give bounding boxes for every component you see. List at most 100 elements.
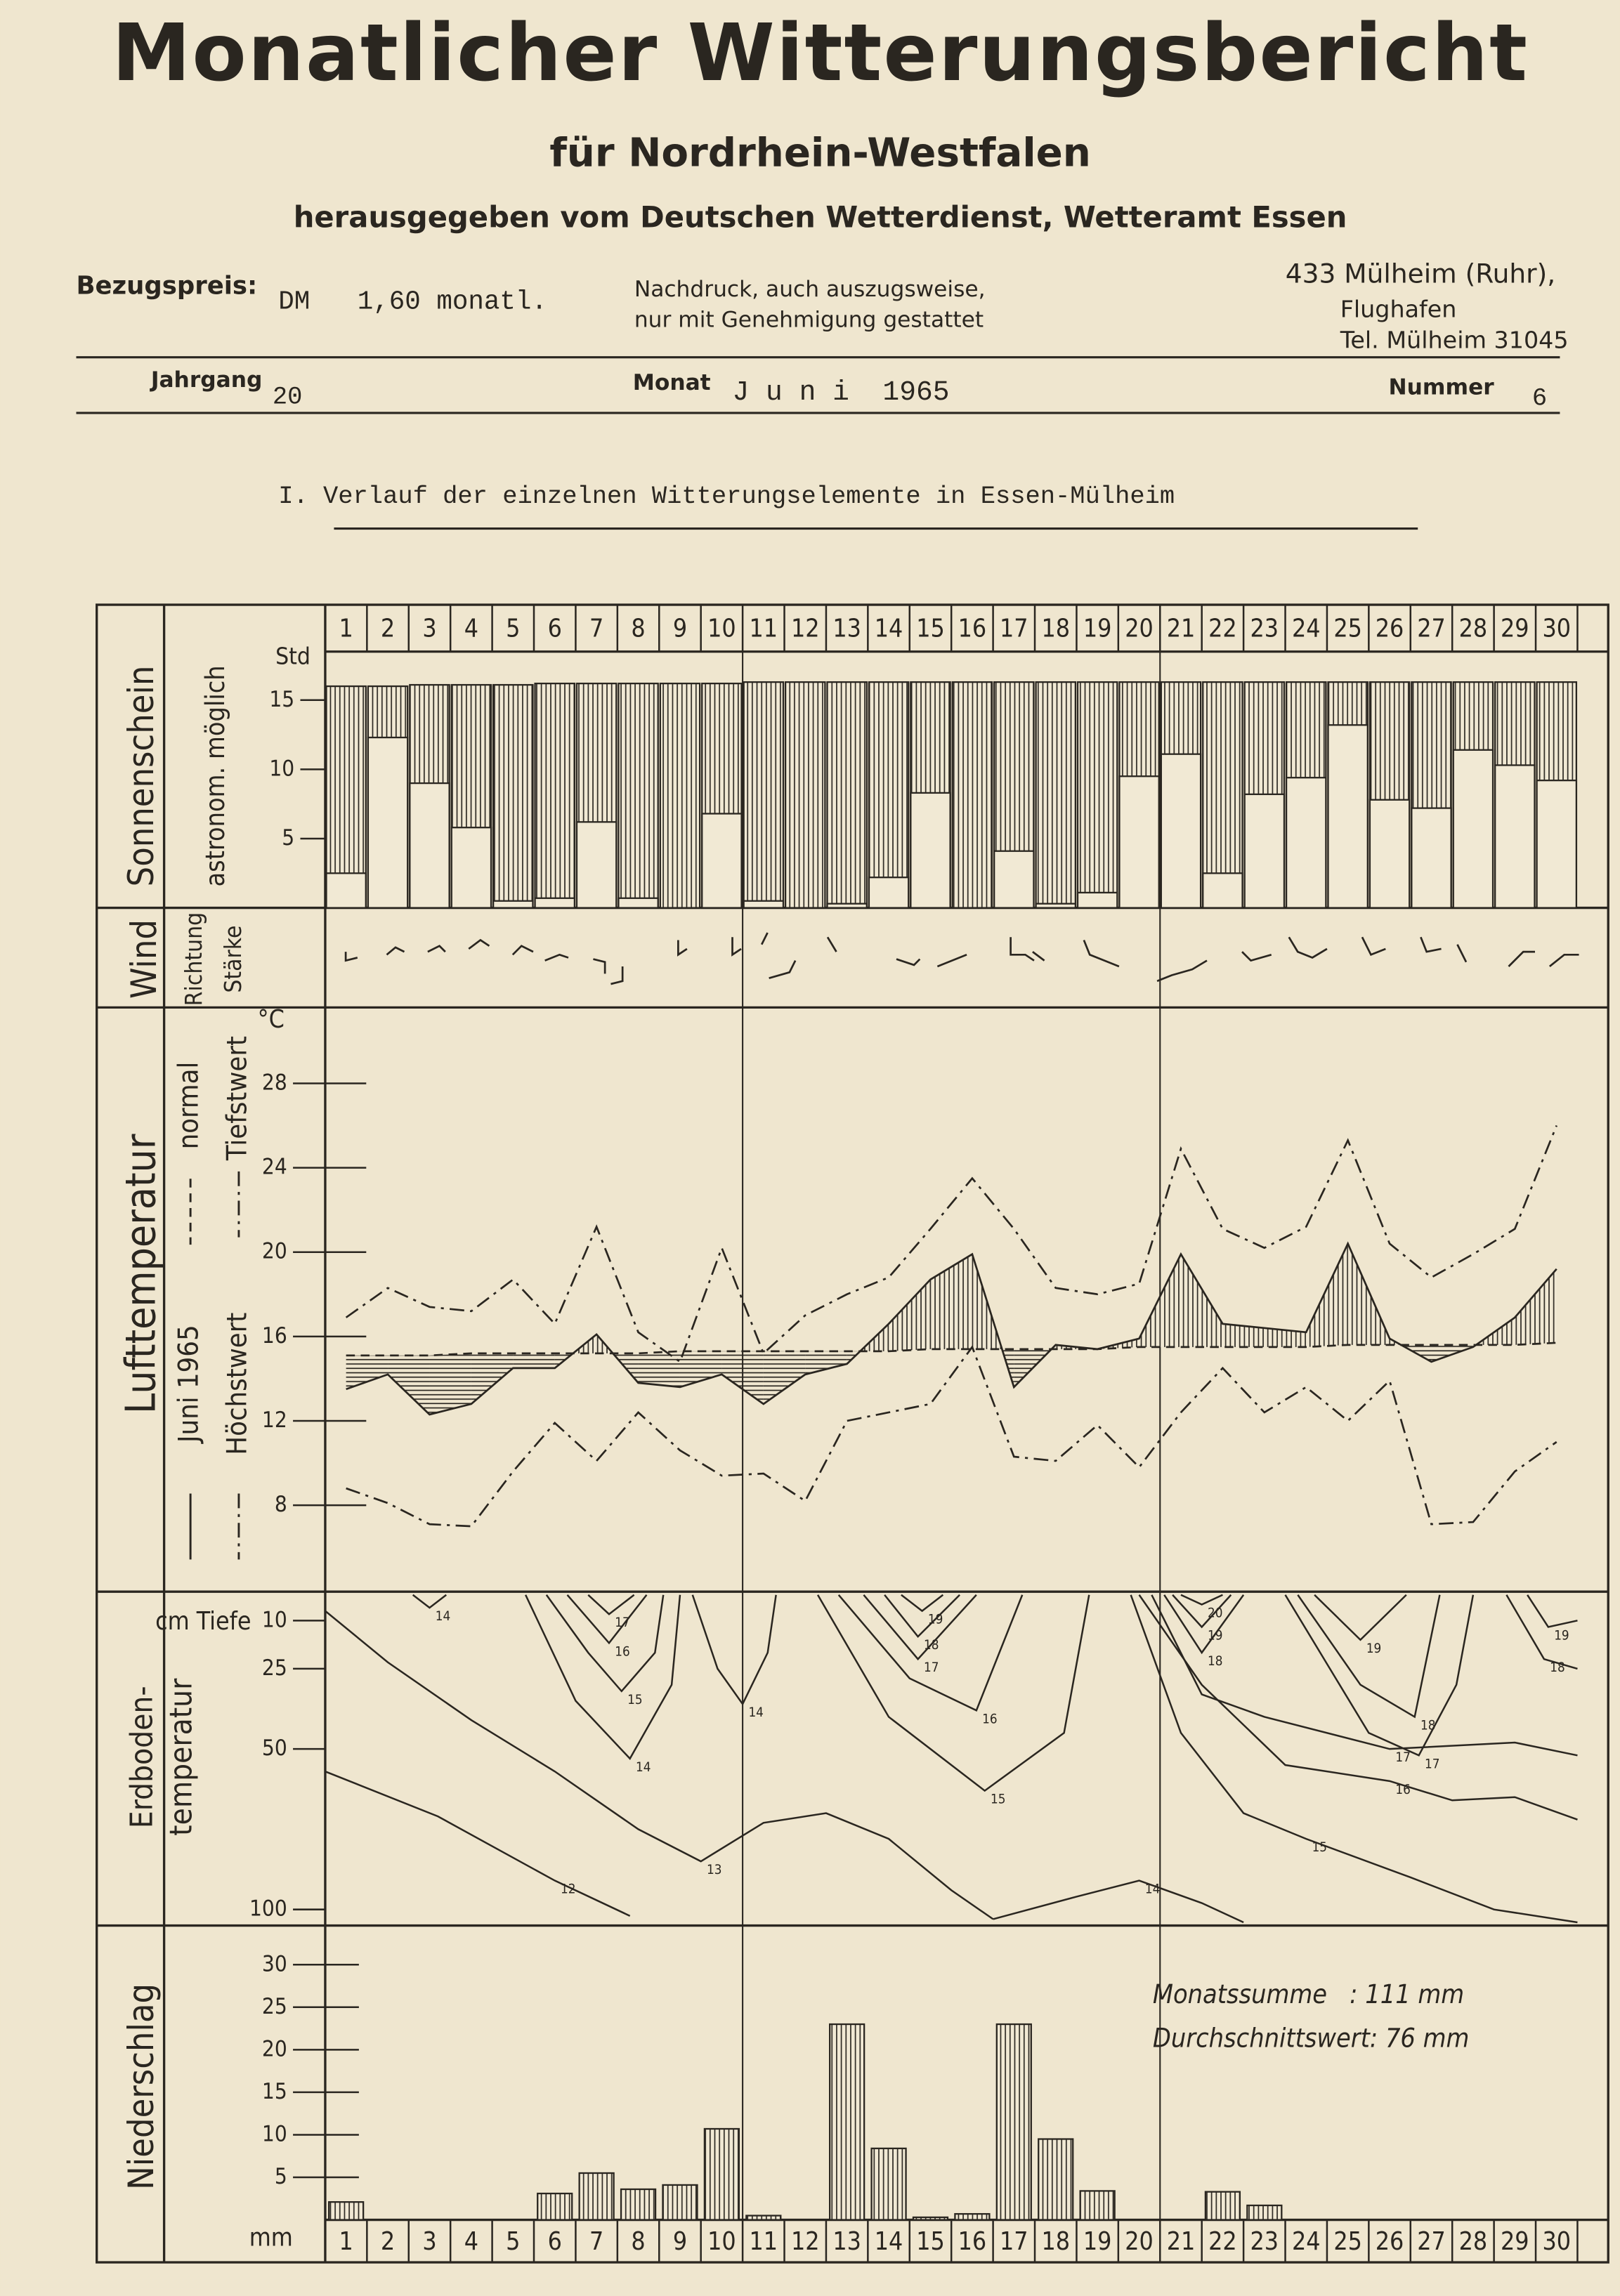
- day-label: 26: [1376, 614, 1404, 643]
- bar: [1368, 799, 1411, 909]
- day-label: 15: [916, 2227, 945, 2256]
- bar: [492, 683, 534, 909]
- day-label: 30: [1542, 2227, 1571, 2256]
- y-tick-label: 15: [269, 687, 294, 712]
- isoline-label: 14: [1145, 1882, 1160, 1897]
- y-tick-label: 20: [262, 2036, 287, 2061]
- isoline: [566, 1594, 648, 1645]
- y-tick-label: 5: [275, 2164, 287, 2189]
- y-tick-label: 100: [249, 1896, 287, 1922]
- day-label: 10: [707, 614, 736, 643]
- bar: [1160, 753, 1202, 909]
- isoline: [1180, 1594, 1223, 1606]
- title: Monatlicher Witterungsbericht: [112, 7, 1529, 99]
- day-label: 19: [1083, 2227, 1112, 2256]
- day-label: 28: [1459, 2227, 1488, 2256]
- anomaly-area: [1180, 1254, 1223, 1347]
- bar: [1035, 681, 1077, 909]
- isoline-label: 15: [991, 1792, 1005, 1807]
- price-label: Bezugspreis:: [77, 272, 258, 301]
- day-label: 27: [1417, 614, 1446, 643]
- y-tick-label: 16: [262, 1323, 287, 1349]
- wind-strength: Stärke: [219, 925, 247, 992]
- day-label: 6: [548, 2227, 562, 2256]
- anomaly-area: [638, 1351, 680, 1387]
- legend-label: Juni 1965: [173, 1325, 205, 1444]
- day-label: 9: [673, 2227, 687, 2256]
- volume: 20: [273, 382, 303, 411]
- bar: [745, 2215, 782, 2221]
- y-tick-label: 25: [262, 1655, 287, 1681]
- anomaly-area: [889, 1279, 931, 1351]
- bar: [910, 792, 951, 909]
- day-label: 2: [381, 2227, 395, 2256]
- wind-direction: Richtung: [180, 912, 207, 1006]
- day-label: 3: [422, 614, 436, 643]
- bar: [325, 872, 367, 909]
- bar: [367, 736, 409, 909]
- day-label: 1: [339, 2227, 353, 2256]
- isoline: [901, 1594, 944, 1613]
- bar: [993, 850, 1035, 909]
- day-label: 2: [381, 614, 395, 643]
- day-label: 7: [589, 2227, 603, 2256]
- bar: [954, 2212, 991, 2221]
- day-label: 3: [422, 2227, 436, 2256]
- day-label: 8: [631, 614, 645, 643]
- bar: [492, 900, 534, 909]
- day-label: 18: [1041, 614, 1070, 643]
- bar: [662, 2184, 698, 2221]
- wind-glyphs: [344, 932, 1579, 985]
- bar: [912, 2216, 949, 2221]
- anomaly-area: [763, 1351, 806, 1404]
- bar: [743, 681, 785, 909]
- bar: [450, 827, 492, 909]
- y-tick-label: 12: [262, 1408, 287, 1433]
- isoline: [1163, 1594, 1245, 1655]
- price: DM 1,60 monatl.: [278, 287, 547, 317]
- isoline: [1151, 1594, 1578, 1757]
- bar: [1494, 764, 1536, 909]
- isoline: [863, 1594, 977, 1661]
- bar: [1452, 749, 1494, 909]
- day-label: 15: [916, 614, 945, 643]
- address: Flughafen: [1340, 295, 1457, 322]
- bar: [868, 681, 910, 909]
- anomaly-area: [554, 1353, 573, 1368]
- bar: [534, 682, 576, 909]
- y-tick-label: 10: [262, 2121, 287, 2146]
- bar: [1246, 2204, 1283, 2221]
- legend-label: Tiefstwert: [221, 1036, 253, 1161]
- bar: [1035, 903, 1077, 909]
- publisher: herausgegeben vom Deutschen Wetterdienst…: [294, 200, 1347, 235]
- day-label: 27: [1417, 2227, 1446, 2256]
- day-label: 24: [1292, 614, 1321, 643]
- day-label: 11: [750, 2227, 778, 2256]
- bar: [826, 903, 868, 909]
- isoline-label: 17: [615, 1615, 629, 1630]
- day-label: 21: [1167, 2227, 1196, 2256]
- anomaly-area: [613, 1353, 639, 1383]
- day-label: 20: [1125, 614, 1154, 643]
- bar: [1327, 724, 1368, 909]
- y-tick-label: 24: [262, 1155, 287, 1180]
- unit: mm: [249, 2224, 293, 2252]
- day-label: 29: [1501, 614, 1529, 643]
- day-label: 10: [707, 2227, 736, 2256]
- day-label: 13: [832, 614, 861, 643]
- number-label: Nummer: [1389, 374, 1495, 400]
- day-label: 25: [1333, 2227, 1362, 2256]
- day-label: 5: [506, 614, 520, 643]
- anomaly-area: [1222, 1323, 1265, 1347]
- isoline: [837, 1594, 1024, 1712]
- bar: [618, 682, 659, 909]
- bar: [327, 2201, 365, 2221]
- bar: [1202, 872, 1243, 909]
- day-label: 17: [1000, 2227, 1028, 2256]
- day-label: 30: [1542, 614, 1571, 643]
- isoline: [1130, 1594, 1578, 1924]
- bar: [828, 2023, 865, 2221]
- anomaly-area: [805, 1351, 847, 1375]
